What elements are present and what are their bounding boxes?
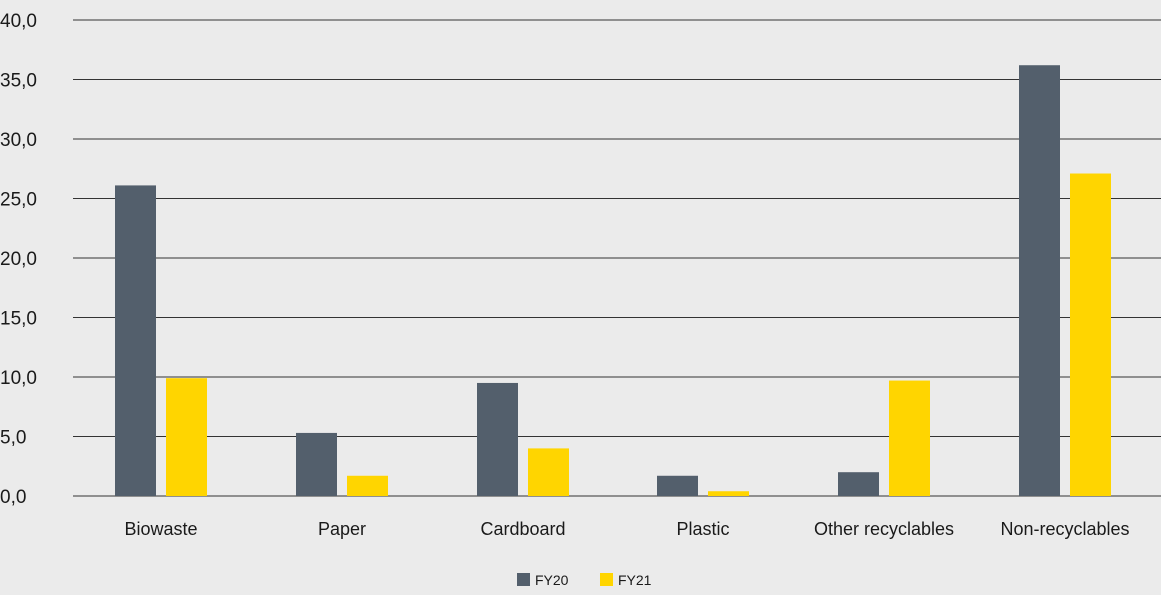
bars <box>115 65 1111 496</box>
legend: FY20 FY21 <box>517 572 652 588</box>
x-category-label: Biowaste <box>124 519 197 539</box>
bar-fy20-other-recyclables <box>838 472 879 496</box>
bar-fy21-non-recyclables <box>1070 174 1111 496</box>
x-category-label: Paper <box>318 519 366 539</box>
x-category-label: Plastic <box>676 519 729 539</box>
y-tick-label: 10,0 <box>0 368 37 389</box>
legend-label-fy20: FY20 <box>535 572 569 588</box>
legend-label-fy21: FY21 <box>618 572 652 588</box>
bar-fy21-biowaste <box>166 378 207 496</box>
x-axis-categories: Biowaste Paper Cardboard Plastic Other recyc… <box>124 519 1129 539</box>
y-tick-label: 20,0 <box>0 249 37 270</box>
bar-fy21-paper <box>347 476 388 496</box>
bar-fy20-cardboard <box>477 383 518 496</box>
legend-swatch-fy20 <box>517 573 530 586</box>
bar-fy20-paper <box>296 433 337 496</box>
y-tick-label: 40,0 <box>0 11 37 32</box>
bar-fy21-cardboard <box>528 448 569 496</box>
bar-fy20-non-recyclables <box>1019 65 1060 496</box>
y-tick-label: 5,0 <box>0 428 26 449</box>
bar-fy21-other-recyclables <box>889 381 930 496</box>
y-tick-label: 15,0 <box>0 309 37 330</box>
y-tick-label: 25,0 <box>0 190 37 211</box>
gridlines <box>73 20 1161 496</box>
bar-fy21-plastic <box>708 491 749 496</box>
bar-fy20-biowaste <box>115 185 156 496</box>
y-axis-ticks: 0,0 5,0 10,0 15,0 20,0 25,0 30,0 35,0 40,0 <box>0 11 37 508</box>
y-tick-label: 35,0 <box>0 71 37 92</box>
y-tick-label: 30,0 <box>0 130 37 151</box>
y-tick-label: 0,0 <box>0 487 26 508</box>
legend-swatch-fy21 <box>600 573 613 586</box>
x-category-label: Non-recyclables <box>1000 519 1129 539</box>
x-category-label: Other recyclables <box>814 519 954 539</box>
bar-fy20-plastic <box>657 476 698 496</box>
x-category-label: Cardboard <box>480 519 565 539</box>
